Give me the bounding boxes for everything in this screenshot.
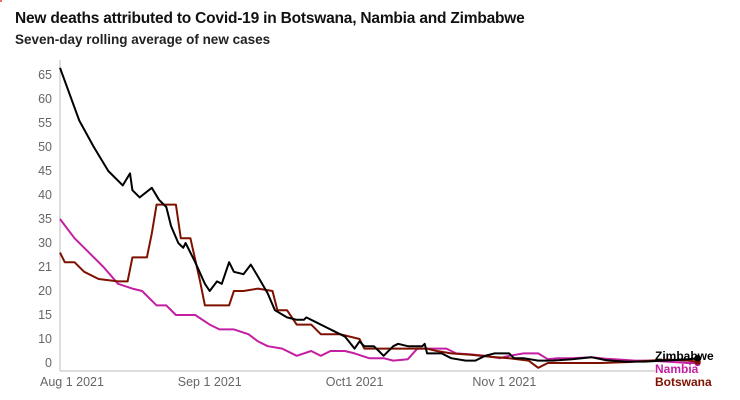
chart-subtitle: Seven-day rolling average of new cases: [15, 32, 271, 47]
y-tick-label: 10: [38, 332, 52, 346]
y-tick-labels: 65 60 55 50 45 40 35 30 21 20 15 10 0: [38, 68, 52, 370]
y-tick-label: 20: [38, 284, 52, 298]
series-line-nambia: [59, 218, 698, 364]
y-tick-label: 45: [38, 164, 52, 178]
x-tick-label: Nov 1 2021: [472, 375, 536, 389]
series-lines: [59, 67, 701, 369]
legend-label-zimbabwe: Zimbabwe: [655, 349, 714, 363]
y-tick-label: 0: [45, 356, 52, 370]
y-tick-label: 40: [38, 188, 52, 202]
series-line-zimbabwe: [59, 67, 698, 363]
y-tick-label: 21: [38, 260, 52, 274]
y-tick-label: 60: [38, 92, 52, 106]
y-tick-label: 35: [38, 212, 52, 226]
x-tick-label: Oct1 2021: [326, 375, 384, 389]
chart-title: New deaths attributed to Covid-19 in Bot…: [15, 10, 525, 27]
legend-label-botswana: Botswana: [655, 375, 712, 389]
y-tick-label: 15: [38, 308, 52, 322]
legend-label-nambia: Nambia: [655, 362, 699, 376]
y-tick-label: 30: [38, 236, 52, 250]
x-tick-label: Aug 1 2021: [40, 375, 104, 389]
y-tick-label: 50: [38, 140, 52, 154]
series-end-point-zimbabwe: [694, 355, 701, 362]
x-tick-labels: Aug 1 2021 Sep 1 2021 Oct1 2021 Nov 1 2021: [40, 375, 536, 389]
series-line-botswana: [59, 203, 698, 369]
y-tick-label: 65: [38, 68, 52, 82]
corner-mark: [0, 0, 2, 2]
axes: [59, 60, 655, 372]
x-tick-label: Sep 1 2021: [178, 375, 242, 389]
y-tick-label: 55: [38, 116, 52, 130]
